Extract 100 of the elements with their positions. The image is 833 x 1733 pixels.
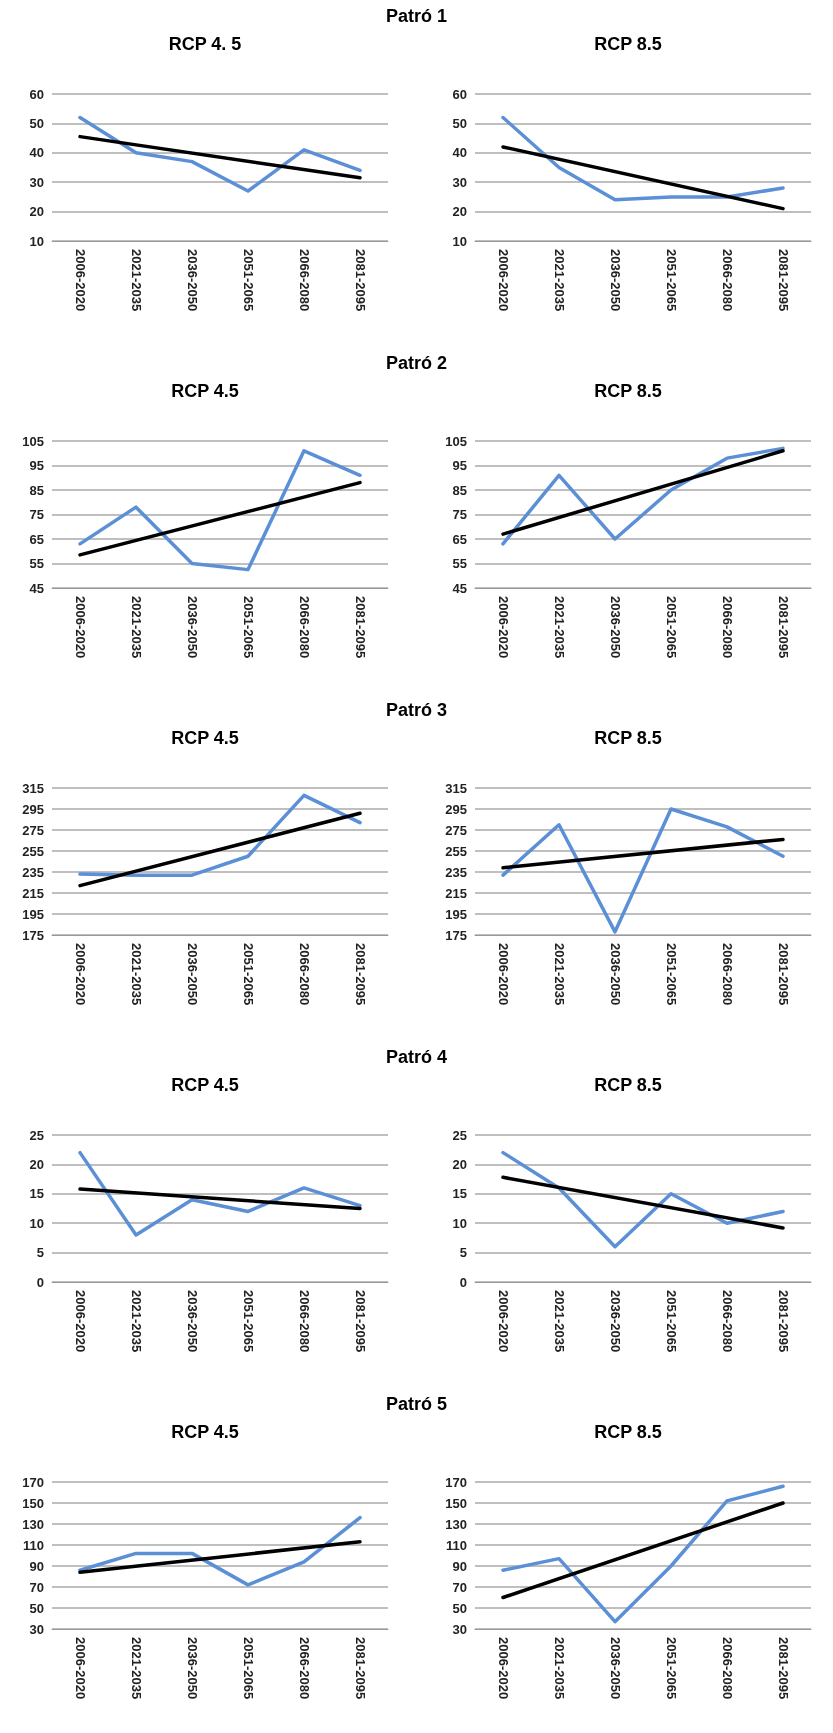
y-tick-label: 315 [445,780,467,796]
y-tick-label: 50 [452,1600,467,1616]
y-tick-label: 50 [29,115,44,131]
chart-title: RCP 8.5 [594,1075,662,1095]
x-tick-label: 2066-2080 [719,596,735,659]
line-series [501,115,785,202]
y-tick-label: 235 [445,864,467,880]
x-tick-label: 2036-2050 [607,596,623,659]
y-tick-label: 85 [452,482,467,498]
x-tick-label: 2066-2080 [296,943,312,1006]
x-tick-label: 2021-2035 [128,1637,144,1700]
x-tick-label: 2081-2095 [775,596,791,659]
x-tick-label: 2006-2020 [495,943,511,1006]
x-tick-label: 2081-2095 [352,943,368,1006]
x-tick-label: 2081-2095 [775,1637,791,1700]
x-tick-label: 2006-2020 [495,249,511,312]
line-series [501,1484,785,1624]
line-series [78,115,362,193]
y-tick-label: 70 [29,1579,44,1595]
x-tick-label: 2051-2065 [663,249,679,312]
x-tick-label: 2036-2050 [184,249,200,312]
chart-title: RCP 8.5 [594,1422,662,1442]
y-tick-label: 15 [452,1186,467,1202]
text: Patró 1 [385,6,448,27]
y-tick-label: 110 [446,1537,467,1553]
x-tick-label: 2006-2020 [495,1637,511,1700]
y-tick-label: 10 [29,233,44,249]
x-tick-label: 2051-2065 [240,1290,256,1353]
x-tick-label: 2021-2035 [128,943,144,1006]
chart-title: RCP 8.5 [594,34,662,54]
y-tick-label: 150 [445,1495,467,1511]
text: Patró 4 [385,1047,448,1068]
x-tick-label: 2051-2065 [240,1637,256,1700]
y-tick-label: 195 [445,906,467,922]
y-tick-label: 20 [29,1156,44,1172]
x-tick-label: 2066-2080 [296,1290,312,1353]
y-tick-label: 75 [452,507,467,522]
y-tick-label: 175 [445,927,467,943]
text: Patró 5 [385,1394,448,1415]
y-tick-label: 215 [445,885,467,901]
y-tick-label: 40 [29,145,44,161]
y-tick-label: 45 [452,580,467,596]
y-tick-label: 195 [22,906,44,922]
x-tick-label: 2081-2095 [775,943,791,1006]
y-tick-label: 25 [452,1127,467,1143]
y-tick-label: 295 [22,801,44,817]
x-tick-label: 2021-2035 [128,1290,144,1353]
x-tick-label: 2051-2065 [663,943,679,1006]
y-tick-label: 150 [22,1495,44,1511]
y-tick-label: 175 [22,927,44,943]
y-tick-label: 60 [452,86,467,102]
y-tick-label: 215 [22,885,44,901]
y-tick-label: 110 [23,1537,44,1553]
x-tick-label: 2021-2035 [551,249,567,312]
y-tick-label: 50 [29,1600,44,1616]
y-tick-label: 20 [452,1156,467,1172]
chart-title: RCP 8.5 [594,728,662,748]
y-tick-label: 20 [452,204,467,220]
y-tick-label: 295 [445,801,467,817]
y-tick-label: 95 [452,458,467,473]
x-tick-label: 2036-2050 [607,249,623,312]
x-tick-label: 2081-2095 [775,249,791,312]
y-tick-label: 30 [29,1621,44,1637]
x-tick-label: 2081-2095 [352,249,368,312]
y-tick-label: 40 [452,145,467,161]
x-tick-label: 2006-2020 [495,596,511,659]
y-tick-label: 170 [445,1474,467,1490]
y-tick-label: 55 [452,556,467,571]
y-tick-label: 90 [29,1558,44,1574]
line-series [78,793,362,877]
x-tick-label: 2036-2050 [184,943,200,1006]
line-series [78,449,362,572]
y-tick-label: 0 [36,1274,44,1290]
line-series [501,1150,785,1249]
y-tick-label: 55 [29,556,44,571]
chart-title: RCP 4.5 [171,1422,239,1442]
y-tick-label: 255 [22,843,44,859]
x-tick-label: 2036-2050 [607,943,623,1006]
x-tick-label: 2006-2020 [72,1637,88,1700]
y-tick-label: 5 [459,1245,467,1261]
y-tick-label: 0 [459,1274,467,1290]
x-tick-label: 2021-2035 [551,943,567,1006]
y-tick-label: 90 [452,1558,467,1574]
y-tick-label: 45 [29,580,44,596]
x-tick-label: 2066-2080 [296,249,312,312]
x-tick-label: 2036-2050 [607,1637,623,1700]
y-tick-label: 65 [452,531,467,547]
x-tick-label: 2081-2095 [775,1290,791,1353]
x-tick-label: 2021-2035 [551,1637,567,1700]
x-tick-label: 2036-2050 [184,1290,200,1353]
x-tick-label: 2066-2080 [296,596,312,659]
y-tick-label: 70 [452,1579,467,1595]
chart-title: RCP 4.5 [171,728,239,748]
x-tick-label: 2021-2035 [551,596,567,659]
y-tick-label: 235 [22,864,44,880]
x-tick-label: 2066-2080 [719,1637,735,1700]
y-tick-label: 30 [452,174,467,190]
x-tick-label: 2036-2050 [607,1290,623,1353]
y-tick-label: 170 [22,1474,44,1490]
x-tick-label: 2036-2050 [184,1637,200,1700]
